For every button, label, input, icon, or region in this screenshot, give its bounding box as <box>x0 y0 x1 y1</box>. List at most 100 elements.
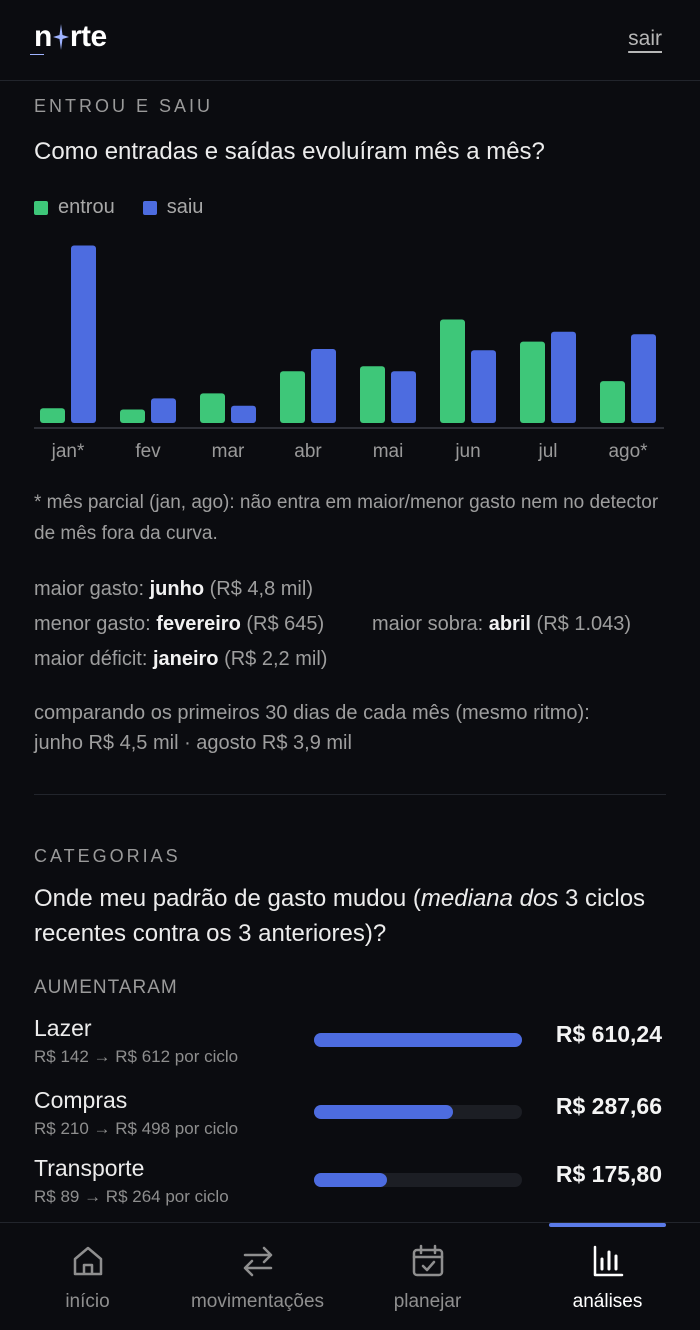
categories-question-pre: Onde meu padrão de gasto mudou ( <box>34 885 421 912</box>
signout-link[interactable]: sair <box>628 27 662 50</box>
x-tick-label: jul <box>537 441 557 462</box>
x-tick-label: mai <box>373 441 404 462</box>
stat-min-spend: menor gasto: fevereiro (R$ 645) <box>34 613 324 636</box>
stat-max-deficit-prefix: maior déficit: <box>34 648 148 670</box>
legend-swatch-out <box>142 200 157 215</box>
category-value: R$ 287,66 <box>555 1093 662 1119</box>
stat-min-spend-month: fevereiro <box>156 613 241 635</box>
stat-min-spend-value: (R$ 645) <box>246 613 325 635</box>
app-header: n rte sair <box>0 0 700 81</box>
category-bar-track <box>314 1173 522 1187</box>
nav-label-inicio: início <box>65 1291 110 1312</box>
bar-entrou-mai[interactable] <box>360 366 385 423</box>
stat-min-spend-prefix: menor gasto: <box>34 613 151 635</box>
stat-max-spend: maior gasto: junho (R$ 4,8 mil) <box>34 578 313 601</box>
stat-max-surplus-month: abril <box>488 613 531 635</box>
nav-item-analises[interactable]: análises <box>520 1223 695 1330</box>
bar-entrou-ago[interactable] <box>600 381 625 423</box>
stat-max-spend-value: (R$ 4,8 mil) <box>209 578 313 600</box>
x-tick-label: abr <box>294 441 322 462</box>
monthly-flow-chart: jan* fev mar abr mai jun jul ago* <box>30 235 670 480</box>
bar-entrou-jan[interactable] <box>40 408 65 423</box>
flow-question: Como entradas e saídas evoluíram mês a m… <box>34 138 545 165</box>
bar-saiu-mar[interactable] <box>231 405 256 423</box>
stat-max-spend-prefix: maior gasto: <box>34 578 145 600</box>
legend-label-in: entrou <box>58 196 115 218</box>
category-name: Lazer <box>34 1015 92 1041</box>
category-row-compras[interactable]: Compras R$ 210 → R$ 498 por ciclo R$ 287… <box>34 1087 666 1147</box>
x-tick-label: mar <box>212 441 245 462</box>
legend-item-out: saiu <box>142 196 204 219</box>
stat-max-surplus-value: (R$ 1.043) <box>536 613 632 635</box>
compare-line-2: junho R$ 4,5 mil · agosto R$ 3,9 mil <box>34 732 352 754</box>
category-value: R$ 175,80 <box>555 1161 662 1187</box>
partial-month-note: * mês parcial (jan, ago): não entra em m… <box>34 492 659 544</box>
star-icon <box>52 24 69 50</box>
category-row-transporte[interactable]: Transporte R$ 89 → R$ 264 por ciclo R$ 1… <box>34 1155 666 1215</box>
categories-question-emphasis: mediana dos <box>420 885 559 912</box>
chart-svg: jan* fev mar abr mai jun jul ago* <box>34 245 664 462</box>
increased-label: AUMENTARAM <box>34 977 178 998</box>
bar-entrou-mar[interactable] <box>200 393 225 423</box>
bar-saiu-mai[interactable] <box>391 371 416 423</box>
bar-entrou-abr[interactable] <box>280 371 305 423</box>
calendar-check-icon <box>412 1244 443 1277</box>
nav-item-inicio[interactable]: início <box>0 1223 175 1330</box>
bar-saiu-fev[interactable] <box>151 398 176 423</box>
thirty-day-comparison: comparando os primeiros 30 dias de cada … <box>34 698 674 758</box>
bar-entrou-jun[interactable] <box>440 319 465 423</box>
bar-saiu-abr[interactable] <box>311 349 336 423</box>
category-detail: R$ 210 → R$ 498 por ciclo <box>34 1119 239 1138</box>
category-bar-fill <box>314 1105 454 1119</box>
legend-label-out: saiu <box>166 196 204 218</box>
stat-max-surplus: maior sobra: abril (R$ 1.043) <box>372 613 631 636</box>
logo-text-right: rte <box>69 20 107 53</box>
nav-item-movimentacoes[interactable]: movimentações <box>170 1223 345 1330</box>
stat-max-spend-month: junho <box>149 578 205 600</box>
section-label-flow: ENTROU E SAIU <box>34 96 214 116</box>
logo-underline <box>30 54 44 55</box>
x-tick-label: ago* <box>608 441 648 462</box>
category-detail: R$ 142 → R$ 612 por ciclo <box>34 1047 239 1066</box>
nav-item-planejar[interactable]: planejar <box>340 1223 515 1330</box>
category-row-lazer[interactable]: Lazer R$ 142 → R$ 612 por ciclo R$ 610,2… <box>34 1015 666 1075</box>
chart-legend: entrou saiu <box>34 196 203 219</box>
categories-question: Onde meu padrão de gasto mudou (mediana … <box>34 881 654 951</box>
nav-active-indicator <box>549 1223 666 1227</box>
bar-saiu-jul[interactable] <box>551 331 576 423</box>
bar-entrou-jul[interactable] <box>520 341 545 423</box>
category-name: Compras <box>34 1087 128 1113</box>
category-bar-track <box>314 1105 522 1119</box>
app-logo[interactable]: n rte <box>34 20 107 54</box>
home-icon <box>73 1246 102 1276</box>
arrows-swap-icon <box>243 1246 272 1277</box>
x-tick-label: fev <box>135 441 161 462</box>
category-name: Transporte <box>34 1155 145 1181</box>
compare-line-1: comparando os primeiros 30 dias de cada … <box>34 702 590 724</box>
category-bar-track <box>314 1033 522 1047</box>
nav-label-planejar: planejar <box>393 1291 462 1312</box>
stat-max-surplus-prefix: maior sobra: <box>372 613 484 635</box>
logo-text-left: n <box>34 20 52 53</box>
bar-saiu-jan[interactable] <box>71 245 96 423</box>
category-bar-fill <box>314 1173 387 1187</box>
section-label-categories: CATEGORIAS <box>34 846 181 866</box>
nav-label-movimentacoes: movimentações <box>190 1291 325 1312</box>
stat-max-deficit: maior déficit: janeiro (R$ 2,2 mil) <box>34 648 327 671</box>
bar-saiu-ago[interactable] <box>631 334 656 423</box>
category-detail: R$ 89 → R$ 264 por ciclo <box>34 1187 229 1206</box>
legend-item-in: entrou <box>34 196 115 219</box>
bar-chart-icon <box>593 1245 623 1277</box>
bottom-nav: início movimentações planejar análises <box>0 1222 700 1330</box>
bar-saiu-jun[interactable] <box>471 350 496 423</box>
section-divider <box>34 794 666 795</box>
bar-entrou-fev[interactable] <box>120 409 145 423</box>
x-tick-label: jan* <box>51 441 85 462</box>
x-tick-label: jun <box>454 441 480 462</box>
categories-question-post: 3 ciclos recentes contra os 3 anteriores… <box>34 885 646 947</box>
category-value: R$ 610,24 <box>555 1021 662 1047</box>
legend-swatch-in <box>34 200 48 215</box>
category-bar-fill <box>314 1033 522 1047</box>
nav-label-analises: análises <box>572 1291 643 1312</box>
stat-max-deficit-month: janeiro <box>152 648 219 670</box>
